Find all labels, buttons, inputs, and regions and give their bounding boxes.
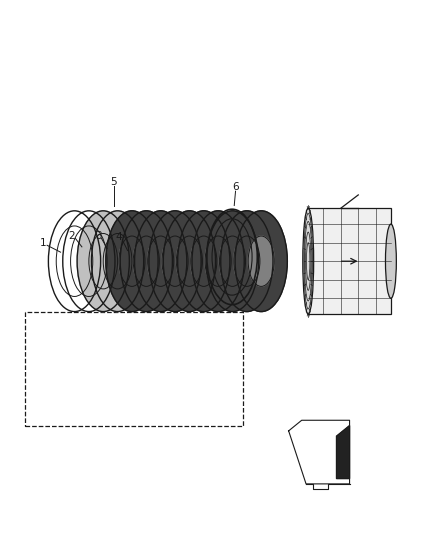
- Ellipse shape: [178, 211, 230, 312]
- Text: 2: 2: [69, 231, 75, 241]
- Ellipse shape: [133, 236, 159, 286]
- Text: 4: 4: [116, 232, 122, 243]
- Text: 6: 6: [232, 182, 239, 192]
- Text: 3: 3: [95, 231, 101, 241]
- Ellipse shape: [103, 233, 132, 289]
- Ellipse shape: [192, 211, 244, 312]
- Ellipse shape: [106, 211, 158, 312]
- Ellipse shape: [89, 233, 117, 289]
- Ellipse shape: [248, 236, 274, 286]
- Ellipse shape: [235, 211, 287, 312]
- Ellipse shape: [149, 211, 201, 312]
- Ellipse shape: [219, 236, 246, 286]
- Ellipse shape: [191, 236, 217, 286]
- FancyBboxPatch shape: [308, 208, 391, 314]
- Ellipse shape: [119, 236, 145, 286]
- Ellipse shape: [177, 236, 202, 286]
- Ellipse shape: [303, 208, 314, 314]
- Ellipse shape: [385, 224, 396, 298]
- Ellipse shape: [120, 211, 173, 312]
- Text: 5: 5: [110, 176, 117, 187]
- Bar: [25, 312, 243, 425]
- Text: 1: 1: [39, 238, 46, 248]
- Ellipse shape: [205, 236, 231, 286]
- Ellipse shape: [221, 211, 273, 312]
- Polygon shape: [336, 425, 350, 479]
- Ellipse shape: [148, 236, 174, 286]
- Ellipse shape: [162, 236, 188, 286]
- Ellipse shape: [77, 211, 129, 312]
- Ellipse shape: [234, 236, 260, 286]
- Ellipse shape: [163, 211, 215, 312]
- Ellipse shape: [206, 211, 258, 312]
- Ellipse shape: [134, 211, 187, 312]
- Ellipse shape: [92, 211, 144, 312]
